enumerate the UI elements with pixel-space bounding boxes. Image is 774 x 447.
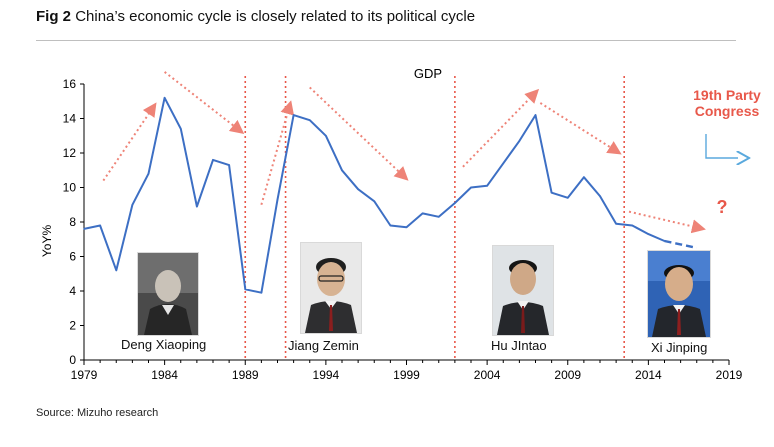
gdp-data-point <box>486 184 488 187</box>
leadership-change-lines <box>244 76 625 360</box>
trend-arrow <box>164 71 245 135</box>
portrait-xi-image <box>648 251 710 337</box>
gdp-data-point <box>663 240 666 242</box>
portrait-hu-jintao <box>492 245 554 336</box>
gdp-data-point <box>615 222 617 225</box>
gdp-data-point <box>421 212 424 215</box>
trend-arrow <box>628 210 706 234</box>
gdp-data-point <box>179 128 182 130</box>
portrait-xi-jinping <box>647 250 711 338</box>
x-tick-label: 1984 <box>151 368 178 382</box>
gdp-data-point <box>276 198 279 201</box>
trend-arrow <box>309 86 409 181</box>
gdp-data-point <box>163 97 166 99</box>
gdp-data-point <box>502 162 505 165</box>
gdp-data-point <box>437 216 440 218</box>
y-tick-label: 10 <box>63 181 77 195</box>
portrait-jiang-image <box>301 243 361 333</box>
gdp-data-point <box>534 114 537 116</box>
gdp-data-point <box>470 186 472 189</box>
gdp-data-point <box>647 233 650 235</box>
gdp-data-point <box>325 134 327 137</box>
y-tick-label: 4 <box>69 284 76 298</box>
gdp-data-point <box>260 291 263 294</box>
gdp-data-point <box>196 205 198 208</box>
uncertainty-mark: ? <box>717 197 728 217</box>
gdp-data-point <box>357 188 359 191</box>
portrait-hu-image <box>493 246 553 335</box>
gdp-data-point <box>212 159 214 161</box>
gdp-data-point <box>631 224 634 227</box>
title-divider <box>36 40 736 41</box>
gdp-data-point <box>405 226 408 228</box>
leader-name-xi: Xi Jinping <box>651 340 708 355</box>
chart-title: GDP <box>414 66 442 81</box>
gdp-data-point <box>341 169 343 172</box>
gdp-data-point <box>147 172 150 175</box>
x-tick-label: 1994 <box>313 368 340 382</box>
gdp-data-point <box>550 191 553 194</box>
leader-name-jiang: Jiang Zemin <box>288 338 359 353</box>
leader-name-hu: Hu JInta​o <box>491 338 547 353</box>
leader-name-deng: Deng Xiaoping <box>121 337 207 352</box>
gdp-data-point <box>83 228 85 230</box>
trend-arrows <box>102 71 706 234</box>
gdp-data-point <box>389 224 392 227</box>
source-note: Source: Mizuho research <box>36 407 159 419</box>
y-axis: 0 2 4 6 8 10 12 14 16 <box>63 77 85 367</box>
event-label-line2: Congress <box>695 103 760 119</box>
gdp-data-point <box>131 203 134 206</box>
y-tick-label: 16 <box>63 77 77 91</box>
x-tick-label: 2019 <box>716 368 743 382</box>
trend-arrow <box>102 102 157 182</box>
event-label-line1: 19th Party <box>693 87 761 103</box>
gdp-data-point <box>599 195 601 197</box>
gdp-data-point <box>308 119 311 122</box>
portrait-jiang-zemin <box>300 242 362 334</box>
x-tick-label: 2014 <box>635 368 662 382</box>
gdp-data-point <box>454 202 456 204</box>
x-tick-label: 1989 <box>232 368 259 382</box>
gdp-data-point <box>99 224 101 227</box>
x-axis: 1979 1984 1989 1994 1999 2004 2009 2014 2019 <box>71 359 743 382</box>
gdp-data-point <box>566 197 569 199</box>
gdp-data-point <box>292 114 295 116</box>
figure-title-text: China’s economic cycle is closely relate… <box>75 8 476 25</box>
figure-label: Fig 2 <box>36 8 72 25</box>
x-tick-label: 1999 <box>393 368 420 382</box>
figure-title: Fig 2 China’s economic cycle is closely … <box>36 8 475 25</box>
y-tick-label: 0 <box>69 353 76 367</box>
y-tick-label: 12 <box>63 146 77 160</box>
y-axis-label: YoY% <box>40 225 54 258</box>
gdp-data-point <box>373 200 376 203</box>
trend-arrow <box>539 102 622 155</box>
y-tick-label: 8 <box>69 215 76 229</box>
portrait-deng-xiaoping <box>137 252 199 336</box>
series-layer <box>83 96 698 294</box>
gdp-forecast-line <box>664 239 698 250</box>
gdp-data-point <box>115 269 118 272</box>
x-tick-label: 2009 <box>554 368 581 382</box>
gdp-data-point <box>583 176 585 178</box>
x-tick-label: 1979 <box>71 368 98 382</box>
x-tick-label: 2004 <box>474 368 501 382</box>
gdp-data-point <box>244 288 247 291</box>
y-tick-label: 14 <box>63 112 77 126</box>
y-tick-label: 6 <box>69 250 76 264</box>
portrait-deng-image <box>138 253 198 335</box>
y-tick-label: 2 <box>69 319 76 333</box>
event-arrow-icon <box>705 134 738 158</box>
gdp-data-point <box>518 140 521 142</box>
gdp-data-point <box>228 164 230 166</box>
